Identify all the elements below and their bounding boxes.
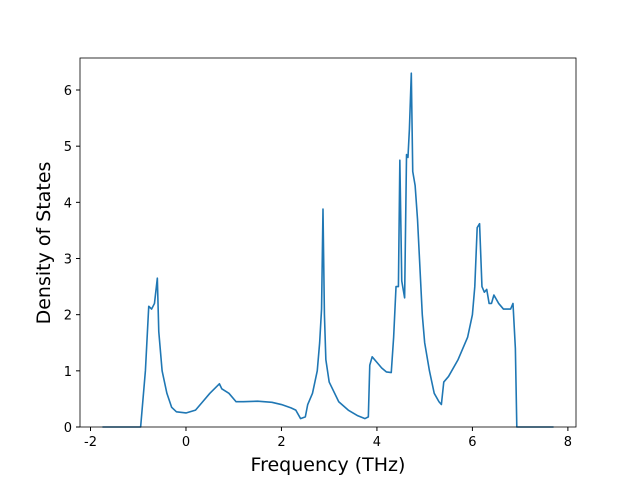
y-tick-label: 2 — [64, 309, 72, 324]
y-tick-label: 1 — [64, 365, 72, 380]
y-tick-label: 5 — [64, 140, 72, 155]
y-tick-label: 6 — [64, 84, 72, 99]
x-tick-label: 2 — [277, 435, 285, 450]
x-tick-label: 6 — [468, 435, 476, 450]
y-tick-label: 0 — [64, 421, 72, 436]
plot-frame — [79, 57, 577, 428]
y-tick-label: 4 — [64, 196, 72, 211]
line — [102, 72, 554, 428]
y-axis-label: Density of States — [33, 162, 55, 325]
y-tick-label: 3 — [64, 253, 72, 268]
x-axis-label: Frequency (THz) — [251, 454, 406, 476]
x-tick-label: 8 — [564, 435, 572, 450]
x-tick-label: 0 — [182, 435, 190, 450]
x-tick-label: 4 — [373, 435, 381, 450]
x-tick-label: -2 — [84, 435, 97, 450]
